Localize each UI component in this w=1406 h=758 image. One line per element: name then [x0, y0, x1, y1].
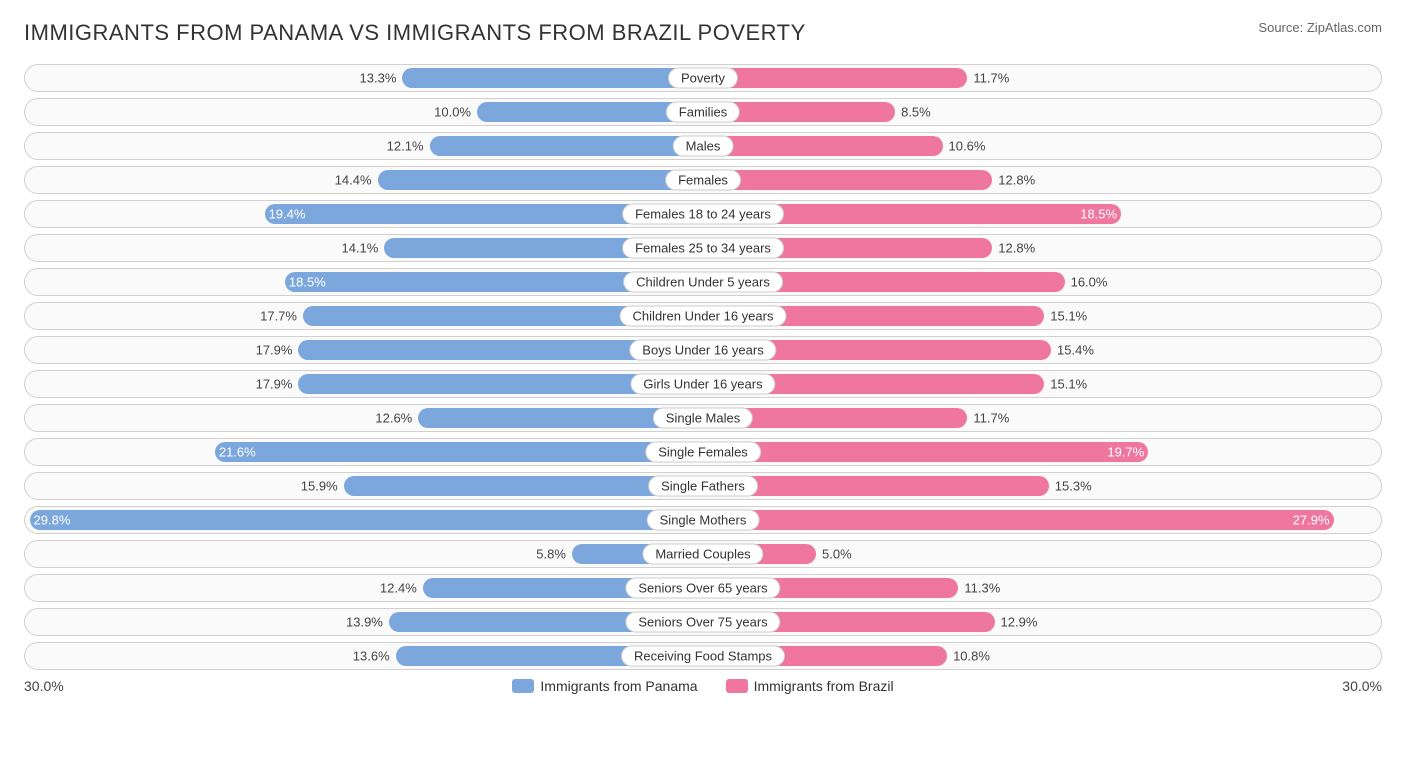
value-b: 11.3% — [964, 581, 1000, 596]
value-b: 18.5% — [1080, 207, 1117, 222]
source-name: ZipAtlas.com — [1307, 20, 1382, 35]
category-label: Receiving Food Stamps — [621, 646, 785, 667]
chart-row: 12.4% 11.3% Seniors Over 65 years — [24, 574, 1382, 602]
diverging-bar-chart: 13.3%11.7%Poverty10.0%8.5%Families12.1%1… — [24, 64, 1382, 670]
legend-item-a: Immigrants from Panama — [512, 678, 697, 694]
bar-b: 12.8% — [703, 170, 992, 190]
category-label: Seniors Over 65 years — [625, 578, 780, 599]
value-b: 16.0% — [1071, 275, 1108, 290]
bar-b: 11.7% — [703, 68, 967, 88]
value-b: 19.7% — [1107, 445, 1144, 460]
category-label: Females — [665, 170, 741, 191]
chart-row: 19.4% 18.5% Females 18 to 24 years — [24, 200, 1382, 228]
axis-max-left: 30.0% — [24, 678, 64, 694]
value-b: 12.9% — [1001, 615, 1038, 630]
legend-swatch-b — [726, 679, 748, 693]
chart-row: 17.7% 15.1% Children Under 16 years — [24, 302, 1382, 330]
value-a: 12.1% — [387, 139, 424, 154]
category-label: Children Under 5 years — [623, 272, 783, 293]
category-label: Boys Under 16 years — [629, 340, 776, 361]
bar-a: 13.3% — [402, 68, 703, 88]
value-b: 12.8% — [998, 241, 1035, 256]
chart-row: 17.9% 15.4% Boys Under 16 years — [24, 336, 1382, 364]
chart-row: 14.4%12.8%Females — [24, 166, 1382, 194]
value-a: 14.4% — [335, 173, 372, 188]
legend: Immigrants from Panama Immigrants from B… — [512, 678, 893, 694]
chart-row: 13.3%11.7%Poverty — [24, 64, 1382, 92]
value-b: 15.4% — [1057, 343, 1094, 358]
value-a: 13.9% — [346, 615, 383, 630]
category-label: Males — [673, 136, 734, 157]
bar-a: 21.6% — [215, 442, 703, 462]
value-a: 10.0% — [434, 105, 471, 120]
category-label: Single Mothers — [647, 510, 760, 531]
value-a: 12.4% — [380, 581, 417, 596]
value-b: 15.1% — [1050, 377, 1087, 392]
value-a: 13.6% — [353, 649, 390, 664]
value-b: 10.8% — [953, 649, 990, 664]
bar-b: 19.7% — [703, 442, 1148, 462]
value-a: 13.3% — [360, 71, 397, 86]
value-b: 27.9% — [1293, 513, 1330, 528]
category-label: Single Fathers — [648, 476, 758, 497]
value-b: 12.8% — [998, 173, 1035, 188]
value-b: 11.7% — [973, 71, 1009, 86]
category-label: Seniors Over 75 years — [625, 612, 780, 633]
chart-row: 13.9% 12.9% Seniors Over 75 years — [24, 608, 1382, 636]
chart-row: 29.8% 27.9% Single Mothers — [24, 506, 1382, 534]
value-b: 11.7% — [973, 411, 1009, 426]
chart-row: 10.0% 8.5% Families — [24, 98, 1382, 126]
category-label: Females 25 to 34 years — [622, 238, 784, 259]
value-a: 12.6% — [375, 411, 412, 426]
value-a: 15.9% — [301, 479, 338, 494]
chart-row: 17.9% 15.1% Girls Under 16 years — [24, 370, 1382, 398]
chart-row: 13.6% 10.8% Receiving Food Stamps — [24, 642, 1382, 670]
legend-label-a: Immigrants from Panama — [540, 678, 697, 694]
value-a: 29.8% — [34, 513, 71, 528]
chart-row: 18.5% 16.0% Children Under 5 years — [24, 268, 1382, 296]
legend-label-b: Immigrants from Brazil — [754, 678, 894, 694]
category-label: Single Males — [653, 408, 753, 429]
value-b: 5.0% — [822, 547, 852, 562]
bar-a: 14.4% — [378, 170, 703, 190]
category-label: Females 18 to 24 years — [622, 204, 784, 225]
bar-b: 27.9% — [703, 510, 1334, 530]
bar-a: 29.8% — [30, 510, 703, 530]
value-a: 19.4% — [269, 207, 306, 222]
value-b: 15.1% — [1050, 309, 1087, 324]
chart-title: IMMIGRANTS FROM PANAMA VS IMMIGRANTS FRO… — [24, 20, 806, 46]
value-a: 5.8% — [536, 547, 566, 562]
category-label: Poverty — [668, 68, 738, 89]
value-a: 21.6% — [219, 445, 256, 460]
chart-row: 12.1%10.6%Males — [24, 132, 1382, 160]
category-label: Married Couples — [642, 544, 763, 565]
value-b: 10.6% — [949, 139, 986, 154]
category-label: Single Females — [645, 442, 761, 463]
category-label: Girls Under 16 years — [630, 374, 775, 395]
chart-footer: 30.0% Immigrants from Panama Immigrants … — [24, 678, 1382, 694]
category-label: Children Under 16 years — [620, 306, 787, 327]
chart-row: 21.6% 19.7% Single Females — [24, 438, 1382, 466]
chart-row: 14.1% 12.8% Females 25 to 34 years — [24, 234, 1382, 262]
bar-a: 12.1% — [430, 136, 703, 156]
value-a: 17.9% — [256, 377, 293, 392]
axis-max-right: 30.0% — [1342, 678, 1382, 694]
legend-item-b: Immigrants from Brazil — [726, 678, 894, 694]
source-label: Source: — [1258, 20, 1303, 35]
chart-header: IMMIGRANTS FROM PANAMA VS IMMIGRANTS FRO… — [24, 20, 1382, 46]
category-label: Families — [666, 102, 740, 123]
value-a: 18.5% — [289, 275, 326, 290]
chart-source: Source: ZipAtlas.com — [1258, 20, 1382, 35]
value-a: 17.7% — [260, 309, 297, 324]
chart-row: 12.6% 11.7% Single Males — [24, 404, 1382, 432]
value-b: 8.5% — [901, 105, 931, 120]
value-a: 17.9% — [256, 343, 293, 358]
value-b: 15.3% — [1055, 479, 1092, 494]
value-a: 14.1% — [341, 241, 378, 256]
chart-row: 15.9% 15.3% Single Fathers — [24, 472, 1382, 500]
chart-row: 5.8% 5.0% Married Couples — [24, 540, 1382, 568]
legend-swatch-a — [512, 679, 534, 693]
bar-b: 10.6% — [703, 136, 943, 156]
